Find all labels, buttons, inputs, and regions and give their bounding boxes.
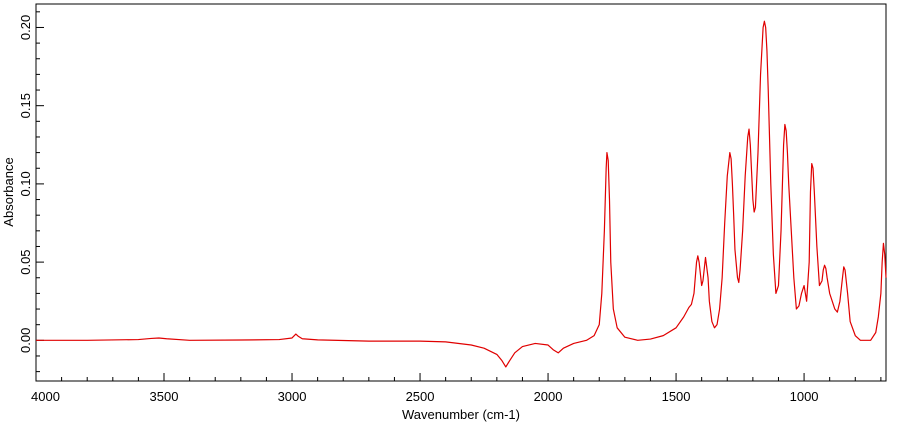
x-tick-label: 2500 xyxy=(406,389,435,404)
x-axis-title: Wavenumber (cm-1) xyxy=(402,407,520,422)
x-tick-label: 4000 xyxy=(31,389,60,404)
tick-marks xyxy=(35,11,882,381)
spectrum-line xyxy=(36,20,887,368)
y-tick-label: 0.00 xyxy=(18,328,33,353)
y-tick-label: 0.10 xyxy=(18,171,33,196)
x-tick-label: 2000 xyxy=(534,389,563,404)
y-tick-label: 0.20 xyxy=(18,15,33,40)
plot-frame xyxy=(35,3,887,382)
y-tick-label: 0.15 xyxy=(18,93,33,118)
y-tick-label: 0.05 xyxy=(18,249,33,274)
x-tick-label: 3000 xyxy=(278,389,307,404)
x-tick-label: 3500 xyxy=(150,389,179,404)
y-axis-title: Absorbance xyxy=(1,157,16,226)
tick-labels: 4000 3500 3000 2500 2000 1500 1000 0.00 0.05 0.10… xyxy=(18,15,819,404)
x-tick-label: 1500 xyxy=(662,389,691,404)
x-tick-label: 1000 xyxy=(790,389,819,404)
